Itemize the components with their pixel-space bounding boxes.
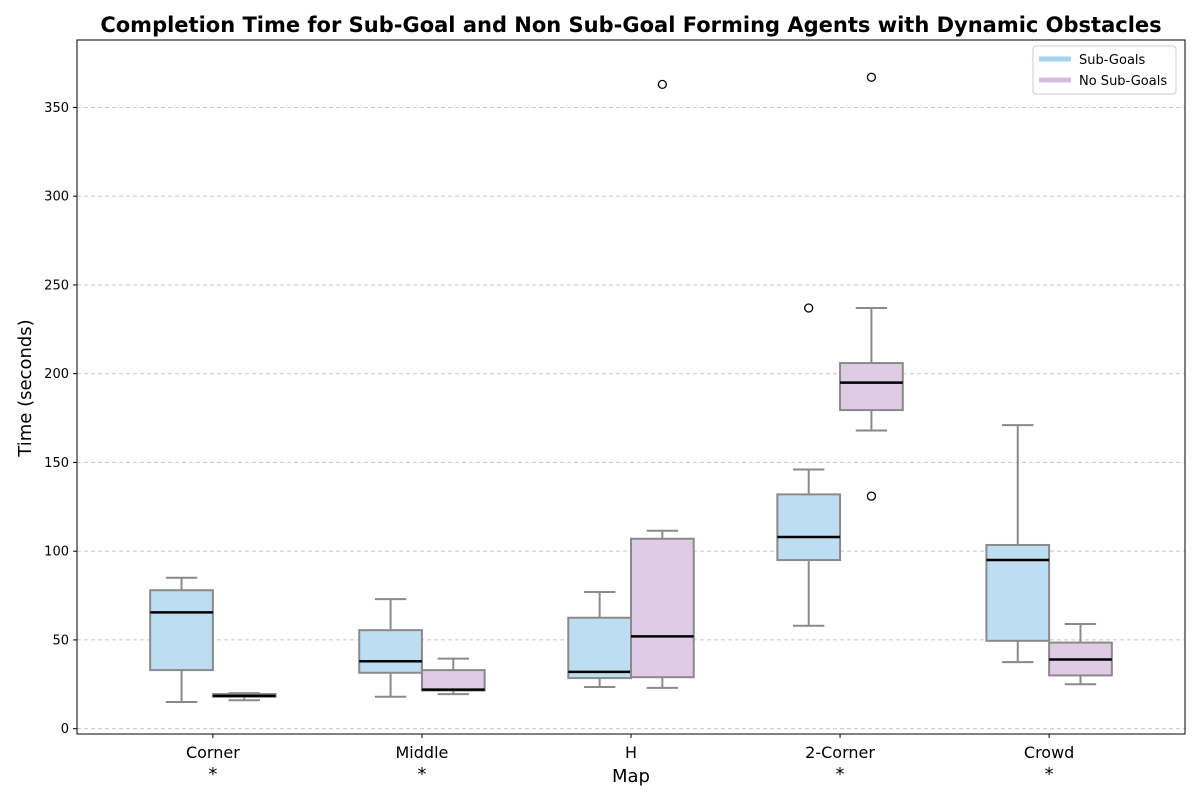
box-h	[630, 79, 695, 689]
box-body	[776, 493, 842, 562]
box-2-corner	[776, 303, 842, 627]
significance-marker: *	[208, 764, 217, 785]
y-tick-label: 200	[44, 367, 69, 382]
outlier-point	[657, 79, 668, 90]
box-crowd	[985, 424, 1051, 664]
significance-marker: *	[417, 764, 426, 785]
x-tick-label: Middle	[396, 743, 449, 762]
legend-label-sub-goals: Sub-Goals	[1079, 53, 1146, 68]
legend-label-no-sub-goals: No Sub-Goals	[1079, 74, 1167, 89]
box-crowd	[1048, 622, 1113, 686]
chart-title: Completion Time for Sub-Goal and Non Sub…	[100, 13, 1161, 37]
box-middle	[420, 657, 486, 696]
y-tick-label: 0	[61, 722, 69, 737]
x-tick-label: Corner	[186, 743, 240, 762]
x-axis-label: Map	[612, 766, 650, 787]
box-series-layer	[149, 72, 1113, 704]
box-body	[358, 629, 423, 674]
y-tick-label: 250	[44, 278, 69, 293]
box-2-corner	[839, 72, 904, 501]
legend: Sub-Goals No Sub-Goals	[1032, 45, 1177, 95]
significance-marker: *	[836, 764, 845, 785]
box-corner	[211, 692, 277, 702]
box-body	[567, 616, 632, 680]
box-body	[420, 669, 486, 692]
outlier-point	[804, 303, 814, 313]
box-corner	[149, 576, 214, 704]
series-no-sub-goals	[211, 72, 1113, 702]
y-tick-label: 100	[44, 545, 69, 560]
box-body	[149, 589, 214, 672]
box-middle	[358, 598, 423, 698]
y-axis-ticks: 0 50 100 150 200 250 300 350	[44, 101, 77, 737]
box-body	[839, 362, 904, 412]
box-body	[630, 537, 695, 679]
y-tick-label: 150	[44, 456, 69, 471]
x-tick-label: H	[625, 743, 637, 762]
x-axis-ticks: Corner * Middle * H 2-Corner * Crowd *	[186, 734, 1074, 785]
y-axis-label: Time (seconds)	[15, 319, 36, 457]
y-tick-label: 350	[44, 101, 69, 116]
significance-marker: *	[1045, 764, 1054, 785]
box-h	[567, 591, 632, 688]
outlier-point	[866, 72, 877, 82]
x-tick-label: 2-Corner	[805, 743, 875, 762]
y-tick-label: 300	[44, 190, 69, 205]
y-tick-label: 50	[52, 633, 69, 648]
outlier-point	[866, 491, 877, 501]
x-tick-label: Crowd	[1024, 743, 1074, 762]
series-sub-goals	[149, 303, 1051, 704]
